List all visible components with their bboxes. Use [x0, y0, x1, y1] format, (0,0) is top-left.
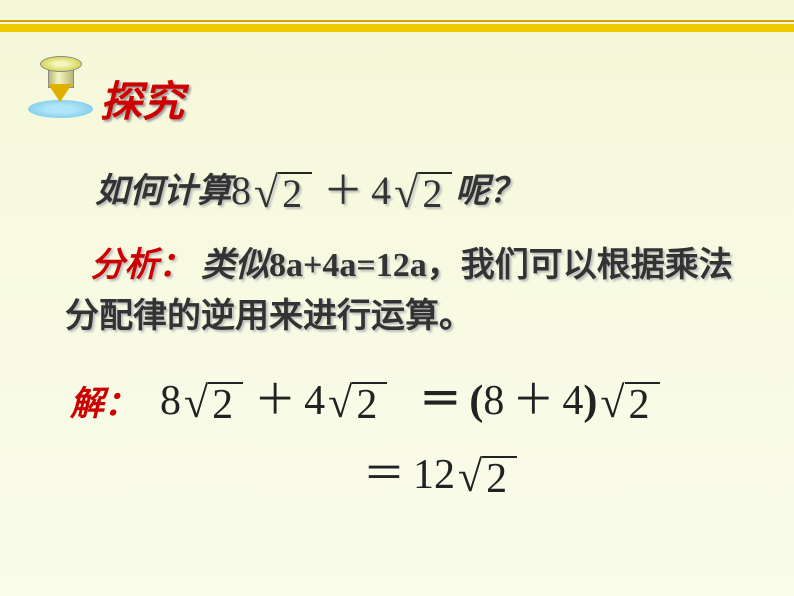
- rad2: 2: [418, 172, 452, 214]
- analysis-label: 分析：: [91, 247, 193, 284]
- rad1: 2: [278, 172, 312, 214]
- eq2: ＝: [363, 440, 405, 501]
- question-line: 如何计算 8 √2 ＋ 4 √2 呢？: [95, 158, 523, 216]
- lpar: (: [469, 377, 483, 425]
- sqrt-icon: √2: [328, 382, 387, 426]
- op: ＋: [323, 158, 363, 216]
- s1r-b: 4: [562, 377, 583, 425]
- s1r-rad: 2: [625, 382, 660, 426]
- s2-rad: 2: [482, 456, 517, 500]
- s1r-op: ＋: [512, 366, 554, 427]
- analysis-block: 分析： 类似8a+4a=12a，我们可以根据乘法分配律的逆用来进行运算。: [65, 240, 744, 342]
- sqrt-icon: √2: [184, 382, 243, 426]
- coef2: 4: [371, 167, 391, 214]
- s1-op: ＋: [254, 366, 296, 427]
- sqrt-icon: √2: [600, 382, 659, 426]
- analysis-text1: 类似: [193, 247, 270, 284]
- rpar: ): [583, 377, 597, 425]
- eq1: ＝: [419, 366, 461, 427]
- sqrt-icon: √2: [458, 456, 517, 500]
- section-title: 探究: [100, 68, 184, 129]
- s1-rad2: 2: [352, 382, 387, 426]
- s1r-a: 8: [483, 377, 504, 425]
- step1-left: 8 √2 ＋ 4 √2: [160, 366, 390, 427]
- step1-equals: ＝ ( 8 ＋ 4 ) √2: [411, 366, 662, 427]
- s1-rad1: 2: [208, 382, 243, 426]
- s2-coef: 12: [413, 451, 455, 499]
- sqrt-icon: √2: [394, 172, 452, 214]
- step2: ＝ 12 √2: [355, 440, 520, 501]
- solution-step1: 8 √2 ＋ 4 √2 ＝ ( 8 ＋ 4 ) √2: [160, 366, 663, 427]
- question-prefix: 如何计算: [95, 163, 231, 212]
- sqrt-icon: √2: [254, 172, 312, 214]
- pushpin-icon: [38, 56, 98, 121]
- solution-label: 解：: [70, 376, 138, 425]
- question-expression: 8 √2 ＋ 4 √2: [231, 158, 455, 216]
- question-suffix: 呢？: [455, 163, 523, 212]
- solution-step2: ＝ 12 √2: [355, 440, 520, 501]
- s1-coef2: 4: [304, 377, 325, 425]
- border-thick: [0, 24, 794, 32]
- analysis-formula: 8a+4a=12a: [269, 247, 427, 284]
- coef1: 8: [231, 167, 251, 214]
- top-border: [0, 20, 794, 30]
- s1-coef1: 8: [160, 377, 181, 425]
- border-thin: [0, 20, 794, 22]
